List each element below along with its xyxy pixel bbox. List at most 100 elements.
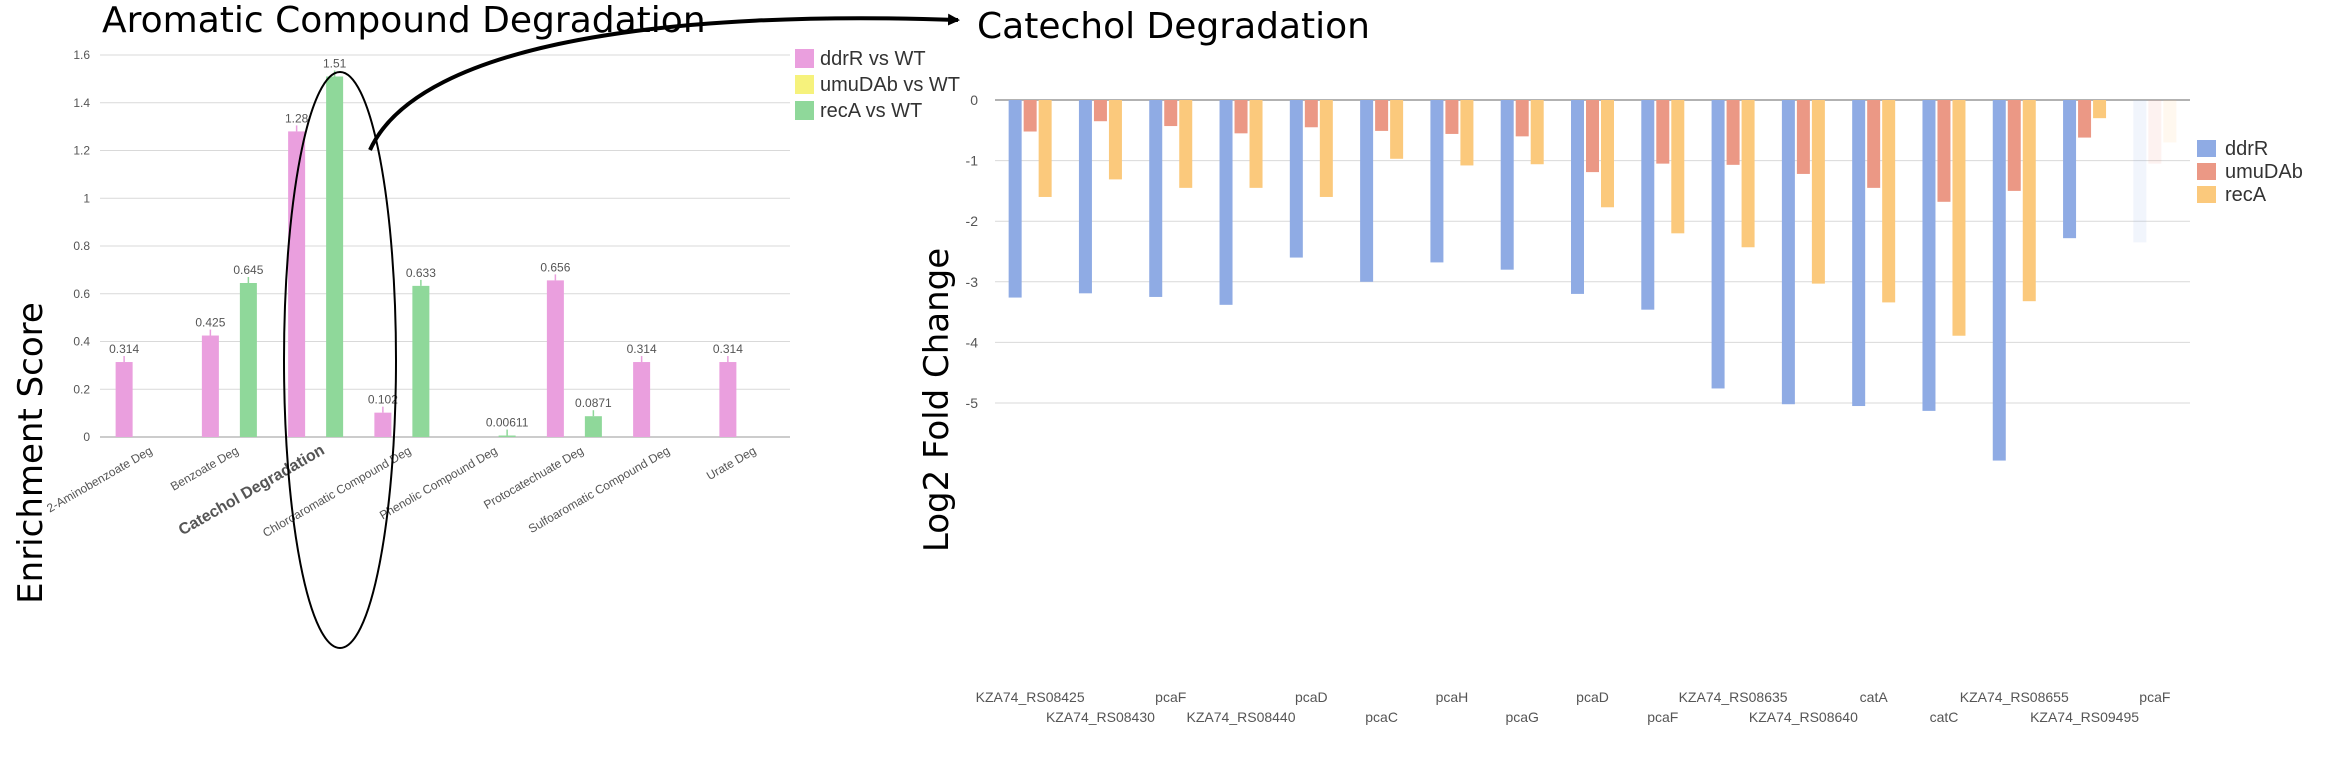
highlight-ellipse xyxy=(283,71,397,649)
right-legend-swatch xyxy=(2197,163,2216,180)
left-bar-ddrR xyxy=(719,362,737,437)
left-legend-swatch xyxy=(795,49,814,68)
right-bar-ddrR xyxy=(1922,100,1936,411)
left-data-label: 0.102 xyxy=(368,393,398,407)
left-legend-label: ddrR vs WT xyxy=(820,48,926,70)
left-y-tick: 0.2 xyxy=(73,382,90,396)
right-x-tick: KZA74_RS08640 xyxy=(1749,709,1858,725)
left-bar-recA xyxy=(412,285,430,437)
right-bar-recA xyxy=(2163,100,2177,143)
left-legend-label: umuDAb vs WT xyxy=(820,74,960,96)
right-bar-umuDAb xyxy=(1656,100,1670,164)
right-legend-label: umuDAb xyxy=(2225,161,2303,183)
left-bar-ddrR xyxy=(201,335,219,437)
right-legend-swatch xyxy=(2197,186,2216,203)
right-y-tick: -2 xyxy=(966,213,979,229)
right-bar-umuDAb xyxy=(1304,100,1318,128)
right-bar-umuDAb xyxy=(1796,100,1810,174)
left-data-labels: 0.314 0.425 0.645 1.28 1.51 0.102 0.633 0.00611… xyxy=(109,56,743,429)
right-bar-recA xyxy=(1319,100,1333,197)
right-bar-ddrR xyxy=(1781,100,1795,405)
left-y-tick: 1.4 xyxy=(73,96,90,110)
right-chart-title: Catechol Degradation xyxy=(977,6,1370,47)
right-y-tick: -3 xyxy=(966,274,979,290)
right-bar-ddrR xyxy=(1711,100,1725,389)
left-bar-ddrR xyxy=(374,412,392,437)
right-bar-recA xyxy=(1530,100,1544,165)
right-bar-recA xyxy=(2022,100,2036,302)
left-y-tick: 1 xyxy=(83,191,90,205)
right-bar-umuDAb xyxy=(2078,100,2092,138)
right-x-tick: KZA74_RS08635 xyxy=(1679,689,1788,705)
left-y-axis-label: Enrichment Score xyxy=(11,302,51,604)
right-y-tick: -4 xyxy=(966,334,979,350)
right-x-tick: KZA74_RS08425 xyxy=(976,689,1085,705)
right-bar-umuDAb xyxy=(1023,100,1037,132)
left-bar-recA xyxy=(584,416,602,437)
left-x-tick: Benzoate Deg xyxy=(168,443,241,493)
right-bar-recA xyxy=(1671,100,1685,234)
right-bar-umuDAb xyxy=(1164,100,1178,127)
left-data-label: 0.314 xyxy=(109,342,139,356)
right-bar-recA xyxy=(1249,100,1263,188)
right-bar-recA xyxy=(1811,100,1825,284)
left-x-tick-labels: 2-Aminobenzoate Deg Benzoate DegCatechol … xyxy=(44,442,758,540)
right-bar-ddrR xyxy=(1852,100,1866,407)
right-bar-umuDAb xyxy=(2007,100,2021,191)
right-x-tick: KZA74_RS08440 xyxy=(1187,709,1296,725)
right-x-tick: pcaG xyxy=(1505,709,1538,725)
left-data-label: 0.645 xyxy=(233,263,263,277)
left-legend-label: recA vs WT xyxy=(820,100,922,122)
left-x-tick: Catechol Degradation xyxy=(176,442,328,539)
left-y-tick-labels: 0 0.2 0.4 0.6 0.8 1 1.2 1.4 1.6 xyxy=(73,48,90,444)
right-bars xyxy=(1008,100,2177,461)
left-bars xyxy=(115,70,737,438)
right-bar-ddrR xyxy=(1078,100,1092,294)
right-x-tick: pcaD xyxy=(1295,689,1328,705)
right-bar-recA xyxy=(1741,100,1755,248)
right-bar-recA xyxy=(1601,100,1614,208)
left-y-tick: 1.6 xyxy=(73,48,90,62)
connector-arrow xyxy=(368,13,960,151)
left-data-label: 0.656 xyxy=(540,260,570,274)
right-bar-recA xyxy=(1952,100,1966,336)
left-y-tick: 0.8 xyxy=(73,239,90,253)
left-y-tick: 0 xyxy=(83,430,90,444)
left-data-label: 1.28 xyxy=(285,111,309,125)
left-x-tick: 2-Aminobenzoate Deg xyxy=(44,443,154,515)
left-bar-ddrR xyxy=(633,362,651,437)
right-legend-swatch xyxy=(2197,140,2216,157)
left-data-label: 0.314 xyxy=(627,342,657,356)
left-y-tick: 1.2 xyxy=(73,144,90,158)
right-y-axis-label: Log2 Fold Change xyxy=(917,248,957,552)
left-bar-recA xyxy=(326,76,344,438)
right-x-tick: KZA74_RS08655 xyxy=(1960,689,2069,705)
left-data-label: 1.51 xyxy=(323,56,347,70)
right-x-tick: KZA74_RS09495 xyxy=(2030,709,2139,725)
right-y-tick: 0 xyxy=(970,92,978,108)
right-bar-umuDAb xyxy=(1867,100,1881,188)
right-x-tick: KZA74_RS08430 xyxy=(1046,709,1155,725)
right-y-tick: -5 xyxy=(966,395,979,411)
right-bar-recA xyxy=(1038,100,1052,197)
right-x-tick-labels: KZA74_RS08425KZA74_RS08430pcaFKZA74_RS08… xyxy=(976,689,2171,725)
right-x-tick: catC xyxy=(1930,709,1959,725)
left-x-tick: Sulfoaromatic Compound Deg xyxy=(526,443,672,536)
right-bar-recA xyxy=(1390,100,1404,159)
left-data-label: 0.633 xyxy=(406,266,436,280)
right-bar-ddrR xyxy=(1571,100,1584,294)
right-bar-umuDAb xyxy=(1515,100,1529,137)
left-legend: ddrR vs WT umuDAb vs WT recA vs WT xyxy=(795,48,960,122)
right-legend-label: recA xyxy=(2225,184,2267,206)
right-bar-umuDAb xyxy=(1937,100,1951,202)
right-bar-ddrR xyxy=(1219,100,1233,305)
right-bar-recA xyxy=(1882,100,1896,303)
right-bar-umuDAb xyxy=(1234,100,1248,134)
left-bar-ddrR xyxy=(546,280,564,437)
right-bar-ddrR xyxy=(1430,100,1444,263)
right-bar-ddrR xyxy=(2063,100,2077,239)
right-y-tick: -1 xyxy=(966,153,979,169)
right-x-tick: pcaF xyxy=(1155,689,1186,705)
left-data-label: 0.0871 xyxy=(575,396,612,410)
